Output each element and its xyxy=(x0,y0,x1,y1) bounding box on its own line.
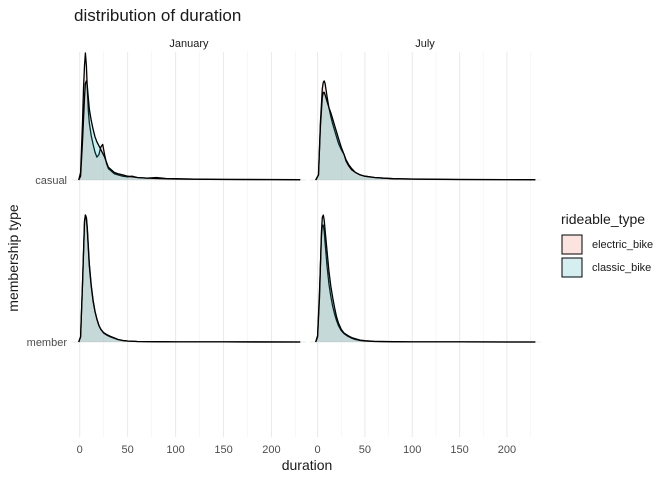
x-tick-label: 200 xyxy=(498,444,516,456)
legend: rideable_type electric_bike classic_bike xyxy=(561,211,653,278)
legend-label-electric-bike: electric_bike xyxy=(592,239,653,251)
panel-grid-january xyxy=(72,52,306,437)
facet-panels xyxy=(72,52,541,437)
x-tick-label: 150 xyxy=(214,444,232,456)
x-tick-label: 50 xyxy=(359,444,371,456)
y-axis-title: membership type xyxy=(5,204,21,312)
y-axis: casual member xyxy=(27,175,68,349)
density-line-classic-bike xyxy=(315,214,536,343)
x-tick-label: 150 xyxy=(450,444,468,456)
x-tick-label: 0 xyxy=(77,444,83,456)
y-tick-label-casual: casual xyxy=(35,175,67,187)
legend-title: rideable_type xyxy=(561,211,645,227)
legend-swatch-classic-bike xyxy=(561,257,583,278)
density-area-electric-bike xyxy=(78,53,301,180)
facet-label-july: July xyxy=(415,38,435,50)
x-axes: 0 50 100 150 200 0 50 100 150 200 xyxy=(77,444,516,456)
density-area-electric-bike xyxy=(78,215,301,342)
ridge-january-casual xyxy=(78,52,301,181)
density-area-electric-bike xyxy=(315,225,536,342)
x-tick-label: 100 xyxy=(403,444,421,456)
density-line-classic-bike xyxy=(315,91,536,181)
x-axis-title: duration xyxy=(282,457,333,473)
density-line-classic-bike xyxy=(78,214,301,343)
ridge-january-member xyxy=(78,214,301,343)
density-area-electric-bike xyxy=(315,80,536,180)
density-line-classic-bike xyxy=(78,80,301,181)
y-tick-label-member: member xyxy=(27,337,68,349)
density-line-electric-bike xyxy=(78,52,301,181)
density-area-classic-bike xyxy=(78,215,301,342)
ridge-july-member xyxy=(315,214,536,343)
x-tick-label: 0 xyxy=(315,444,321,456)
density-line-electric-bike xyxy=(78,214,301,343)
density-line-electric-bike xyxy=(315,224,536,343)
density-area-classic-bike xyxy=(315,92,536,180)
density-area-classic-bike xyxy=(315,215,536,342)
legend-swatch-electric-bike xyxy=(561,234,583,255)
x-tick-label: 100 xyxy=(166,444,184,456)
chart-title: distribution of duration xyxy=(74,6,241,25)
panel-grid-july xyxy=(310,52,541,437)
x-tick-label: 200 xyxy=(262,444,280,456)
facet-label-january: January xyxy=(169,38,209,50)
density-area-classic-bike xyxy=(78,80,301,180)
x-tick-label: 50 xyxy=(121,444,133,456)
ridge-july-casual xyxy=(315,80,536,181)
legend-label-classic-bike: classic_bike xyxy=(592,262,651,274)
